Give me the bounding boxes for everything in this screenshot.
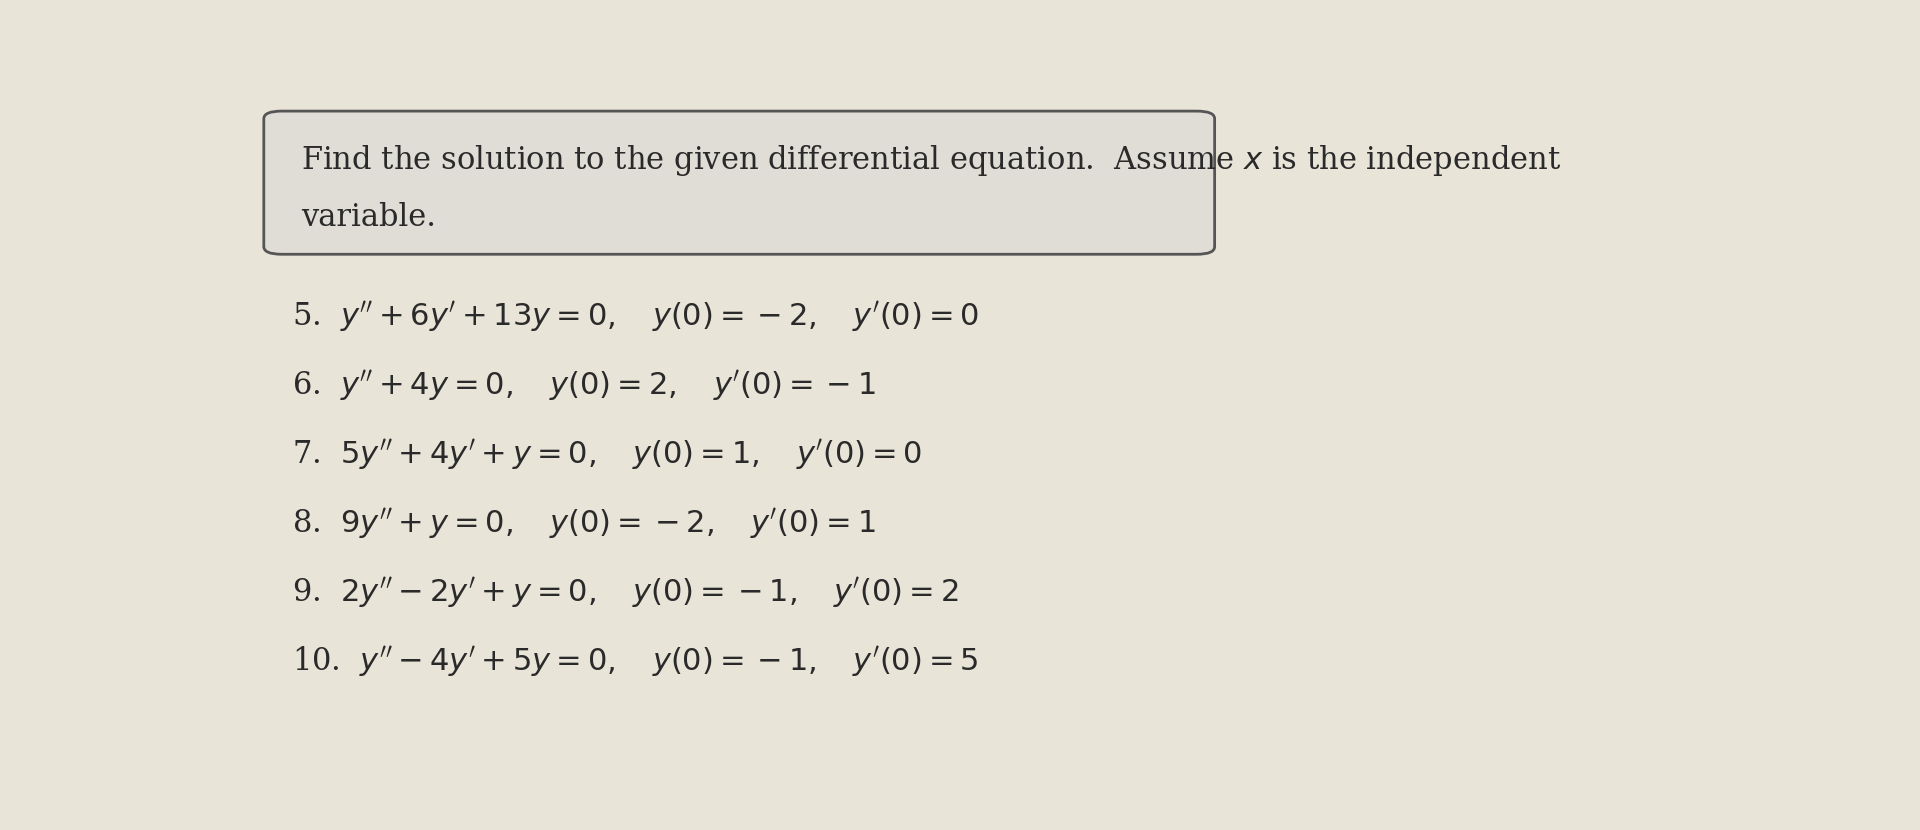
Text: Find the solution to the given differential equation.  Assume $x$ is the indepen: Find the solution to the given different… [301,143,1561,178]
Text: 8.  $9y'' + y = 0, \quad y(0) = -2, \quad y'(0) = 1$: 8. $9y'' + y = 0, \quad y(0) = -2, \quad… [292,506,876,541]
Text: 6.  $y'' + 4y = 0, \quad y(0) = 2, \quad y'(0) = -1$: 6. $y'' + 4y = 0, \quad y(0) = 2, \quad … [292,369,876,403]
Text: 7.  $5y'' + 4y' + y = 0, \quad y(0) = 1, \quad y'(0) = 0$: 7. $5y'' + 4y' + y = 0, \quad y(0) = 1, … [292,437,922,472]
Text: 10.  $y'' - 4y' + 5y = 0, \quad y(0) = -1, \quad y'(0) = 5$: 10. $y'' - 4y' + 5y = 0, \quad y(0) = -1… [292,645,979,680]
FancyBboxPatch shape [263,111,1215,254]
Text: 5.  $y'' + 6y' + 13y = 0, \quad y(0) = -2, \quad y'(0) = 0$: 5. $y'' + 6y' + 13y = 0, \quad y(0) = -2… [292,300,979,334]
Text: 9.  $2y'' - 2y' + y = 0, \quad y(0) = -1, \quad y'(0) = 2$: 9. $2y'' - 2y' + y = 0, \quad y(0) = -1,… [292,575,958,611]
Text: variable.: variable. [301,202,436,233]
